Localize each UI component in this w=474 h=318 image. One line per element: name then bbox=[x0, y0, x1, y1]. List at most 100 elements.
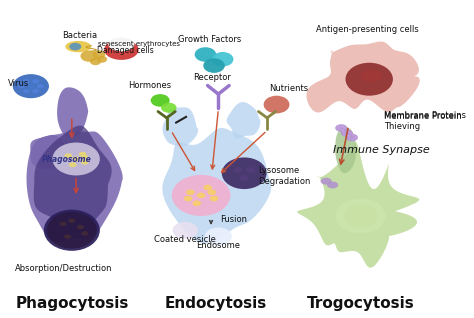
Text: Hormones: Hormones bbox=[128, 81, 171, 90]
Ellipse shape bbox=[92, 50, 105, 59]
Ellipse shape bbox=[60, 222, 67, 226]
Ellipse shape bbox=[346, 63, 393, 96]
Ellipse shape bbox=[81, 155, 89, 160]
Polygon shape bbox=[34, 126, 111, 235]
Text: Damaged cells: Damaged cells bbox=[97, 46, 154, 55]
Polygon shape bbox=[162, 128, 271, 243]
Ellipse shape bbox=[348, 132, 352, 134]
Ellipse shape bbox=[212, 52, 234, 66]
Ellipse shape bbox=[264, 96, 290, 114]
Ellipse shape bbox=[18, 84, 25, 88]
Ellipse shape bbox=[203, 58, 225, 73]
Ellipse shape bbox=[23, 79, 29, 83]
Ellipse shape bbox=[351, 138, 355, 141]
Text: Nutrients: Nutrients bbox=[269, 84, 308, 93]
Ellipse shape bbox=[320, 178, 332, 185]
Ellipse shape bbox=[340, 129, 344, 131]
Ellipse shape bbox=[64, 234, 71, 239]
Ellipse shape bbox=[340, 125, 344, 127]
Ellipse shape bbox=[336, 198, 385, 233]
Ellipse shape bbox=[172, 175, 230, 216]
Text: Immune Synapse: Immune Synapse bbox=[333, 145, 429, 155]
Text: Absorption/Destruction: Absorption/Destruction bbox=[15, 264, 113, 273]
Ellipse shape bbox=[222, 157, 267, 189]
Ellipse shape bbox=[32, 89, 39, 93]
Ellipse shape bbox=[327, 182, 338, 189]
Text: Antigen-presenting cells: Antigen-presenting cells bbox=[316, 25, 419, 34]
Ellipse shape bbox=[32, 79, 39, 83]
Ellipse shape bbox=[79, 152, 86, 157]
Ellipse shape bbox=[361, 70, 382, 82]
Text: Endocytosis: Endocytosis bbox=[165, 296, 267, 311]
Text: Phagosome: Phagosome bbox=[42, 155, 91, 163]
Ellipse shape bbox=[195, 47, 216, 62]
Ellipse shape bbox=[64, 153, 72, 158]
Text: Trogocytosis: Trogocytosis bbox=[307, 296, 414, 311]
Ellipse shape bbox=[343, 204, 378, 228]
Ellipse shape bbox=[347, 135, 351, 137]
Ellipse shape bbox=[342, 133, 346, 135]
Polygon shape bbox=[297, 142, 419, 268]
Ellipse shape bbox=[53, 142, 100, 176]
Ellipse shape bbox=[151, 94, 170, 107]
Ellipse shape bbox=[97, 56, 107, 63]
Ellipse shape bbox=[343, 127, 346, 129]
Text: Virus: Virus bbox=[8, 79, 29, 88]
Ellipse shape bbox=[173, 222, 197, 238]
Polygon shape bbox=[30, 135, 70, 169]
Ellipse shape bbox=[27, 83, 35, 89]
Text: Growth Factors: Growth Factors bbox=[178, 36, 241, 45]
Ellipse shape bbox=[37, 84, 44, 88]
Ellipse shape bbox=[81, 50, 98, 62]
Text: Membrane Protein
Thieving: Membrane Protein Thieving bbox=[384, 112, 462, 131]
Ellipse shape bbox=[82, 231, 88, 236]
Text: Coated vesicle: Coated vesicle bbox=[154, 235, 216, 244]
Ellipse shape bbox=[205, 228, 231, 245]
Ellipse shape bbox=[208, 190, 216, 195]
Ellipse shape bbox=[104, 40, 138, 60]
Ellipse shape bbox=[351, 134, 355, 137]
Ellipse shape bbox=[69, 43, 82, 50]
Polygon shape bbox=[27, 131, 123, 242]
Ellipse shape bbox=[44, 210, 100, 251]
Ellipse shape bbox=[161, 103, 176, 113]
Ellipse shape bbox=[341, 129, 353, 137]
Text: Lysosome
Degradation: Lysosome Degradation bbox=[258, 166, 311, 186]
Ellipse shape bbox=[186, 190, 195, 195]
Ellipse shape bbox=[347, 137, 351, 140]
Ellipse shape bbox=[13, 74, 49, 98]
Ellipse shape bbox=[109, 38, 134, 51]
Ellipse shape bbox=[197, 193, 205, 198]
Polygon shape bbox=[163, 107, 198, 146]
Ellipse shape bbox=[23, 89, 29, 93]
Polygon shape bbox=[57, 87, 88, 136]
Ellipse shape bbox=[234, 167, 242, 173]
Ellipse shape bbox=[184, 196, 192, 201]
Text: Receptor: Receptor bbox=[193, 73, 231, 82]
Ellipse shape bbox=[342, 130, 346, 133]
Ellipse shape bbox=[77, 225, 84, 229]
Ellipse shape bbox=[346, 130, 350, 132]
Ellipse shape bbox=[65, 41, 91, 52]
Text: Phagocytosis: Phagocytosis bbox=[15, 296, 128, 311]
Ellipse shape bbox=[47, 212, 97, 249]
Ellipse shape bbox=[72, 156, 80, 162]
Ellipse shape bbox=[81, 160, 89, 165]
Ellipse shape bbox=[346, 134, 358, 141]
Text: Fusion: Fusion bbox=[220, 215, 247, 224]
Text: Membrane Proteins: Membrane Proteins bbox=[384, 112, 466, 121]
Polygon shape bbox=[307, 42, 420, 113]
Ellipse shape bbox=[246, 167, 255, 173]
Polygon shape bbox=[227, 102, 261, 139]
Ellipse shape bbox=[192, 200, 201, 206]
Ellipse shape bbox=[335, 124, 347, 132]
Ellipse shape bbox=[337, 125, 340, 128]
Ellipse shape bbox=[68, 218, 75, 223]
Ellipse shape bbox=[240, 175, 248, 181]
Ellipse shape bbox=[337, 128, 340, 131]
Text: senescent erythrocytes: senescent erythrocytes bbox=[98, 41, 180, 47]
Ellipse shape bbox=[203, 185, 212, 190]
Text: Endosome: Endosome bbox=[196, 241, 240, 250]
Text: Bacteria: Bacteria bbox=[62, 31, 97, 40]
Ellipse shape bbox=[90, 58, 101, 65]
